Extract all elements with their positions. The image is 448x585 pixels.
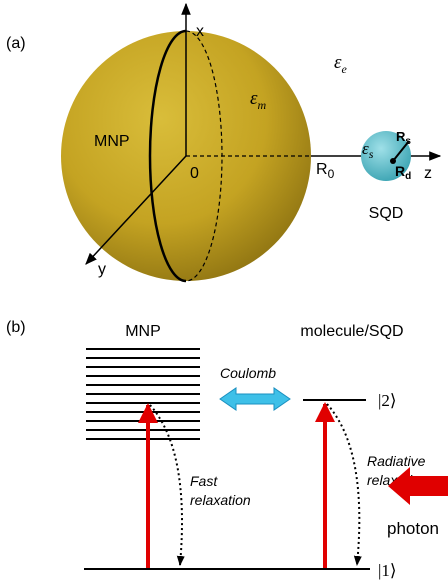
- sqd-title: molecule/SQD: [300, 323, 403, 340]
- distance-label: R0: [316, 161, 335, 181]
- axis-label: y: [98, 261, 106, 278]
- diagram: (a) x y z 0 MNP εm εe R0 εs Rs Rd SQD (b…: [0, 0, 448, 585]
- axis-label: x: [196, 23, 204, 40]
- permittivity-e: εe: [334, 52, 348, 76]
- lower-state-label: |1⟩: [378, 561, 397, 580]
- upper-state-label: |2⟩: [378, 391, 397, 410]
- fast-relaxation-label: Fast: [190, 473, 218, 489]
- radiative-relaxation-label: Radiative: [367, 453, 426, 469]
- sqd-label: SQD: [369, 205, 404, 222]
- mnp-label: MNP: [94, 133, 130, 150]
- coupling-arrow: [220, 388, 290, 410]
- mnp-levels: [86, 349, 200, 439]
- coupling-label: Coulomb: [220, 365, 276, 381]
- axis-label: z: [424, 165, 432, 182]
- radiative-relaxation-arrow: [327, 404, 359, 565]
- panel-label: (b): [6, 319, 26, 336]
- panel-label: (a): [6, 35, 26, 52]
- photon-label: photon: [387, 519, 439, 538]
- fast-relaxation-label: relaxation: [190, 492, 251, 508]
- mnp-title: MNP: [125, 323, 161, 340]
- origin-label: 0: [190, 165, 199, 182]
